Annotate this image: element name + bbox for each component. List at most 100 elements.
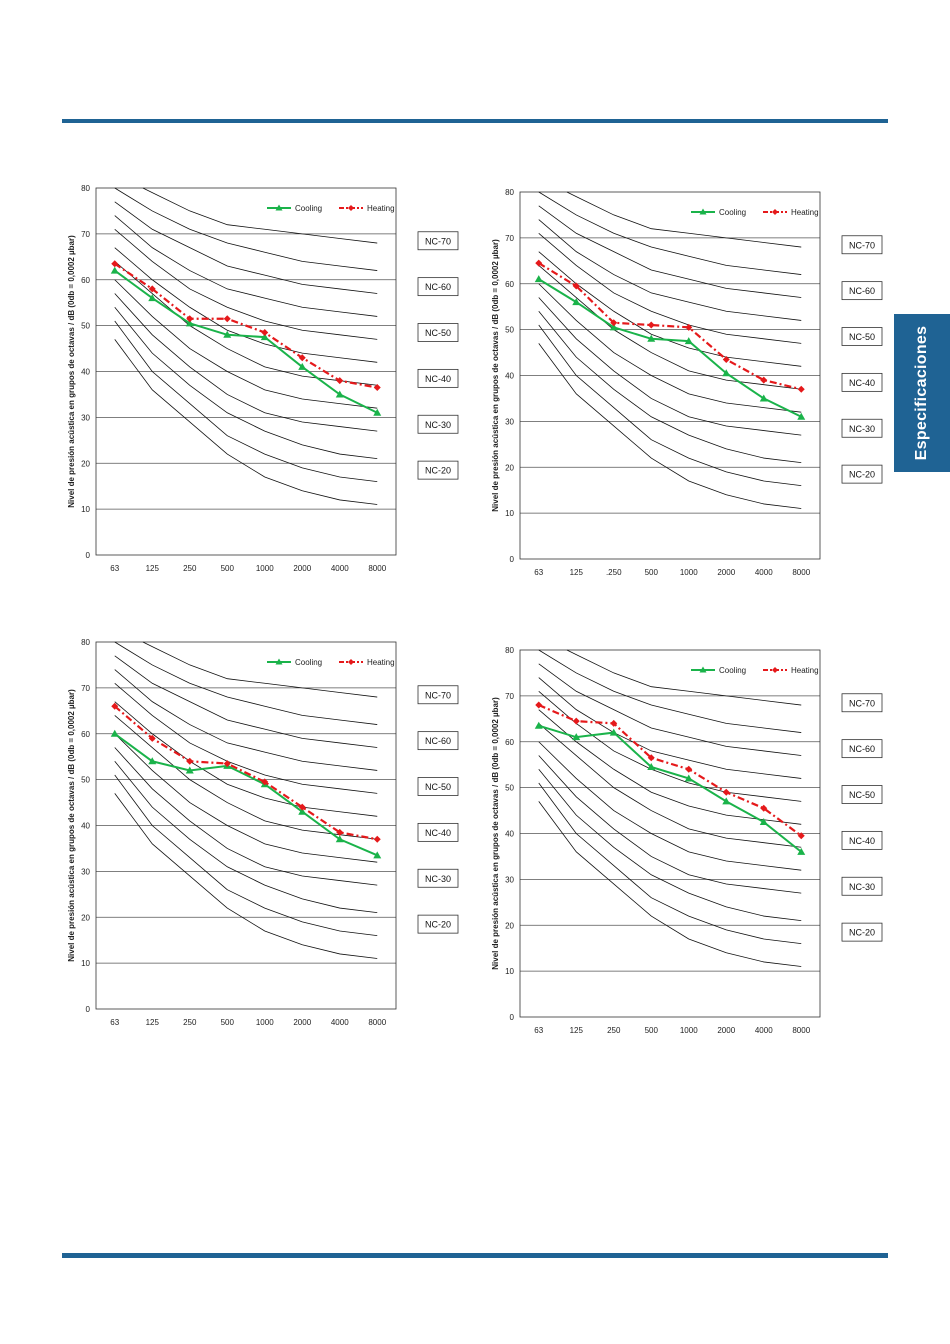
legend-label-heating: Heating	[791, 666, 819, 675]
x-tick-label: 500	[645, 1026, 659, 1035]
heating-point	[186, 315, 194, 323]
nc-curve-nc-55	[114, 215, 378, 317]
nc-label-box	[841, 464, 883, 484]
heating-point	[148, 285, 156, 293]
cooling-point	[148, 294, 157, 302]
cooling-point	[684, 337, 693, 345]
nc-label-box	[417, 685, 459, 705]
nc-curve-nc-20	[538, 324, 802, 486]
nc-curve-nc-35	[538, 741, 802, 871]
cooling-point	[298, 362, 307, 370]
y-tick-label: 20	[505, 463, 514, 472]
nc-label: NC-30	[425, 420, 451, 430]
legend-marker	[348, 205, 354, 211]
nc-label: NC-60	[849, 744, 875, 754]
heating-point	[685, 323, 693, 331]
nc-curve-nc-45	[114, 701, 378, 817]
side-tab[interactable]: Especificaciones	[894, 314, 950, 472]
y-tick-label: 60	[81, 730, 90, 739]
footer-rule	[62, 1253, 888, 1258]
heating-point	[722, 355, 730, 363]
y-tick-label: 20	[81, 459, 90, 468]
nc-label: NC-60	[425, 736, 451, 746]
y-tick-label: 40	[81, 822, 90, 831]
heating-point	[797, 385, 805, 393]
heating-point	[722, 788, 730, 796]
y-tick-label: 20	[505, 921, 514, 930]
y-tick-label: 0	[86, 1005, 91, 1014]
nc-label-box	[417, 868, 459, 888]
nc-label: NC-50	[849, 790, 875, 800]
heating-point	[610, 719, 618, 727]
nc-label: NC-70	[425, 236, 451, 246]
x-tick-label: 63	[110, 1018, 119, 1027]
y-tick-label: 50	[81, 776, 90, 785]
y-axis-label: Nivel de presión acústica en grupos de o…	[67, 689, 76, 962]
y-tick-label: 70	[505, 692, 514, 701]
legend: Cooling Heating	[267, 204, 395, 213]
y-tick-label: 60	[505, 738, 514, 747]
nc-curve-nc-50	[114, 228, 378, 340]
y-tick-label: 10	[81, 959, 90, 968]
cooling-point	[373, 851, 382, 859]
nc-curve-nc-70	[566, 191, 802, 248]
nc-label: NC-50	[425, 782, 451, 792]
y-tick-label: 70	[505, 234, 514, 243]
y-tick-label: 10	[505, 967, 514, 976]
nc-label: NC-40	[849, 836, 875, 846]
heating-point	[148, 734, 156, 742]
cooling-point	[609, 728, 618, 736]
x-tick-label: .250	[606, 568, 622, 577]
nc-curve-nc-60	[114, 655, 378, 748]
nc-label-box	[417, 323, 459, 342]
nc-label: NC-60	[849, 286, 875, 296]
nc-label: NC-50	[425, 328, 451, 338]
cooling-point	[534, 275, 543, 283]
y-tick-label: 0	[86, 551, 91, 560]
y-tick-label: 30	[505, 875, 514, 884]
y-tick-label: 60	[505, 280, 514, 289]
legend-label-cooling: Cooling	[719, 666, 746, 675]
series-line-cooling	[538, 278, 802, 418]
x-tick-label: 8000	[792, 1026, 810, 1035]
x-tick-label: 500	[645, 568, 659, 577]
x-tick-label: 1000	[680, 1026, 698, 1035]
nc-label: NC-20	[425, 920, 451, 930]
nc-curve-nc-65	[114, 187, 378, 271]
nc-label: NC-70	[425, 690, 451, 700]
y-tick-label: 40	[81, 368, 90, 377]
heating-point	[760, 804, 768, 812]
nc-label-box	[417, 277, 459, 297]
plot-frame	[519, 191, 821, 560]
nc-curve-nc-15	[114, 339, 378, 505]
nc-label: NC-40	[425, 828, 451, 838]
nc-curve-nc-30	[538, 755, 802, 894]
nc-label: NC-30	[425, 874, 451, 884]
heating-point	[373, 384, 381, 392]
nc-label: NC-70	[849, 698, 875, 708]
legend-label-cooling: Cooling	[719, 208, 746, 217]
heating-point	[261, 329, 269, 337]
x-tick-label: 4000	[755, 1026, 773, 1035]
heating-point	[572, 282, 580, 290]
nc-curve-nc-25	[538, 311, 802, 464]
cooling-point	[759, 394, 768, 402]
y-tick-label: 50	[505, 784, 514, 793]
y-tick-label: 10	[81, 505, 90, 514]
x-tick-label: 500	[221, 1018, 235, 1027]
x-tick-label: 1000	[680, 568, 698, 577]
legend-marker	[699, 666, 707, 673]
nc-label: NC-50	[849, 332, 875, 342]
nc-curve-nc-70	[142, 187, 378, 244]
nc-curve-nc-70	[142, 641, 378, 698]
y-tick-label: 80	[81, 184, 90, 193]
y-axis-label: Nivel de presión acústica en grupos de o…	[491, 239, 500, 512]
cooling-point	[185, 766, 194, 774]
x-tick-label: 2000	[293, 564, 311, 573]
legend-marker	[772, 667, 778, 673]
x-tick-label: 8000	[368, 564, 386, 573]
nc-label-box	[841, 785, 883, 804]
plot-frame	[95, 187, 397, 556]
heating-point	[298, 803, 306, 811]
nc-label-box	[841, 922, 883, 942]
